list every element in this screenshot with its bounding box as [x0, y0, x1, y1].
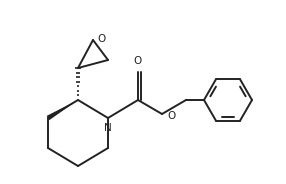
Polygon shape	[47, 100, 78, 120]
Text: N: N	[104, 123, 112, 133]
Text: O: O	[134, 56, 142, 66]
Text: O: O	[98, 34, 106, 44]
Text: O: O	[167, 111, 175, 121]
